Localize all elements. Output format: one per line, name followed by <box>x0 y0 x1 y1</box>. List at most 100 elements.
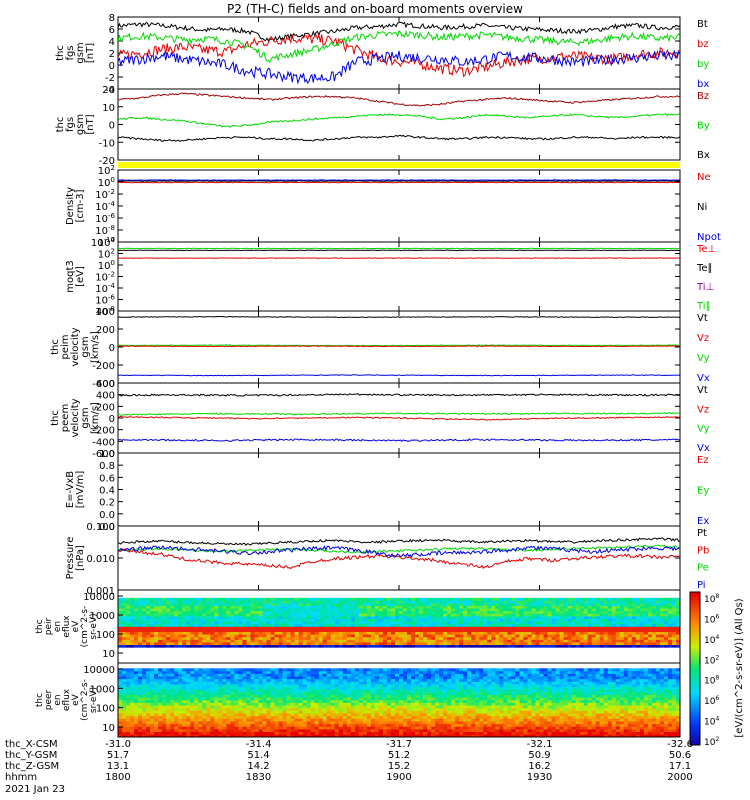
spectrogram-cell <box>230 694 235 698</box>
spectrogram-cell <box>202 689 207 693</box>
spectrogram-cell <box>246 702 251 706</box>
spectrogram-cell <box>471 626 476 630</box>
series-line-2 <box>118 415 680 421</box>
spectrogram-cell <box>214 718 219 722</box>
spectrogram-cell <box>162 605 167 609</box>
spectrogram-cell <box>122 707 127 711</box>
spectrogram-cell <box>218 636 223 640</box>
spectrogram-cell <box>366 705 372 709</box>
spectrogram-cell <box>407 681 412 685</box>
spectrogram-cell <box>338 681 344 685</box>
spectrogram-cell <box>427 623 432 627</box>
spectrogram-cell <box>354 608 360 612</box>
spectrogram-cell <box>551 629 556 633</box>
spectrogram-cell <box>270 605 275 609</box>
spectrogram-cell <box>186 621 191 625</box>
spectrogram-cell <box>399 684 404 688</box>
spectrogram-cell <box>415 689 420 693</box>
spectrogram-cell <box>298 697 303 701</box>
spectrogram-cell <box>122 605 127 609</box>
spectrogram-cell <box>386 700 392 703</box>
spectrogram-cell <box>394 723 400 727</box>
spectrogram-cell <box>407 700 412 703</box>
spectrogram-cell <box>246 676 251 680</box>
spectrogram-cell <box>150 723 155 727</box>
spectrogram-cell <box>659 631 665 635</box>
spectrogram-cell <box>322 639 328 643</box>
spectrogram-cell <box>182 673 187 677</box>
spectrogram-cell <box>214 689 219 693</box>
spectrogram-cell <box>254 642 259 646</box>
spectrogram-cell <box>118 692 123 696</box>
spectrogram-cell <box>166 702 171 706</box>
spectrogram-cell <box>282 692 287 696</box>
spectrogram-cell <box>643 597 649 601</box>
spectrogram-cell <box>158 616 163 619</box>
spectrogram-cell <box>198 723 203 727</box>
spectrogram-cell <box>174 670 179 674</box>
spectrogram-cell <box>282 723 287 727</box>
spectrogram-cell <box>647 636 653 640</box>
spectrogram-cell <box>503 642 508 646</box>
spectrogram-cell <box>455 634 460 638</box>
spectrogram-cell <box>254 721 259 725</box>
spectrogram-cell <box>126 613 131 617</box>
spectrogram-cell <box>354 715 360 719</box>
spectrogram-cell <box>354 686 360 690</box>
spectrogram-cell <box>298 621 303 625</box>
spectrogram-cell <box>338 603 344 606</box>
spectrogram-cell <box>274 629 279 633</box>
spectrogram-cell <box>431 629 436 633</box>
spectrogram-cell <box>246 629 251 633</box>
spectrogram-cell <box>491 642 496 646</box>
spectrogram-cell <box>523 621 528 625</box>
spectrogram-cell <box>555 618 560 622</box>
spectrogram-cell <box>354 613 360 617</box>
spectrogram-cell <box>399 694 404 698</box>
spectrogram-cell <box>222 710 227 714</box>
spectrogram-cell <box>230 707 235 711</box>
spectrogram-cell <box>322 634 328 638</box>
spectrogram-cell <box>463 644 468 648</box>
spectrogram-cell <box>399 668 404 672</box>
spectrogram-cell <box>270 734 275 738</box>
spectrogram-cell <box>266 623 271 627</box>
spectrogram-cell <box>254 618 259 622</box>
spectrogram-cell <box>575 603 580 606</box>
spectrogram-cell <box>399 603 404 606</box>
spectrogram-cell <box>266 608 271 612</box>
spectrogram-cell <box>130 686 135 690</box>
spectrogram-cell <box>591 626 596 630</box>
spectrogram-cell <box>302 610 307 614</box>
spectrogram-cell <box>218 731 223 735</box>
spectrogram-cell <box>330 684 336 688</box>
spectrogram-cell <box>318 726 324 730</box>
spectrogram-cell <box>318 623 324 627</box>
spectrogram-cell <box>479 631 484 635</box>
spectrogram-cell <box>419 644 424 648</box>
spectrogram-cell <box>382 678 388 682</box>
spectrogram-cell <box>210 684 215 688</box>
spectrogram-cell <box>146 721 151 725</box>
y-tick-label: -400 <box>92 379 115 390</box>
spectrogram-cell <box>382 676 388 680</box>
spectrogram-cell <box>467 605 472 609</box>
spectrogram-cell <box>523 629 528 633</box>
spectrogram-cell <box>555 642 560 646</box>
spectrogram-cell <box>238 642 243 646</box>
spectrogram-cell <box>178 623 183 627</box>
spectrogram-cell <box>326 700 332 703</box>
spectrogram-cell <box>350 697 356 701</box>
spectrogram-cell <box>234 608 239 612</box>
spectrogram-cell <box>202 603 207 606</box>
spectrogram-cell <box>366 623 372 627</box>
spectrogram-cell <box>162 710 167 714</box>
spectrogram-cell <box>595 623 601 627</box>
spectrogram-cell <box>138 715 143 719</box>
spectrogram-cell <box>254 705 259 709</box>
spectrogram-cell <box>270 610 275 614</box>
spectrogram-cell <box>374 670 380 674</box>
spectrogram-cell <box>374 715 380 719</box>
spectrogram-cell <box>370 731 376 735</box>
spectrogram-cell <box>306 639 311 643</box>
